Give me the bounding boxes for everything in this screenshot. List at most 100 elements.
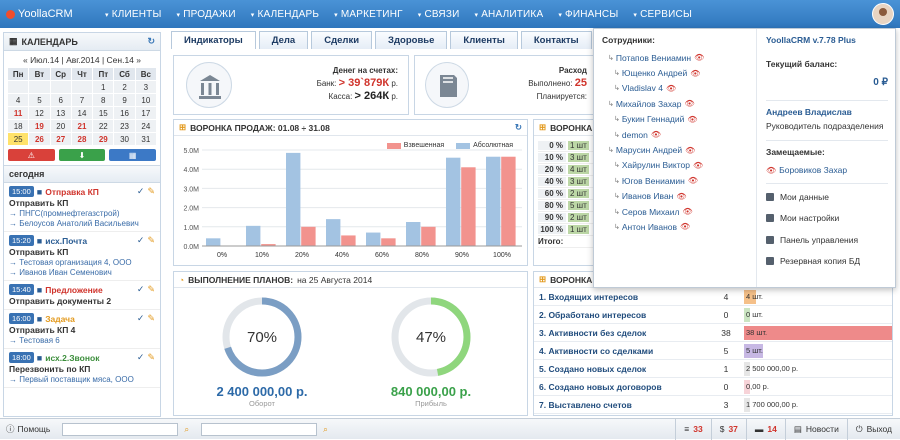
stats-row[interactable]: 1. Входящих интересов 4 4 шт. (534, 288, 892, 306)
menu-item-3[interactable]: Резервная копия БД (766, 251, 888, 273)
eye-icon[interactable]: 👁 (694, 53, 705, 63)
menu-item-0[interactable]: Мои данные (766, 186, 888, 208)
refresh-icon[interactable]: ↻ (514, 122, 522, 132)
exit-button[interactable]: ⏻ Выход (846, 418, 900, 440)
eye-icon[interactable]: 👁 (685, 145, 696, 155)
eye-icon[interactable]: 👁 (680, 222, 691, 232)
calendar-day[interactable]: 11 (8, 107, 29, 119)
stats-row[interactable]: 6. Создано новых договоров 0 0,00 р. (534, 378, 892, 396)
calendar-day[interactable]: 22 (93, 120, 114, 132)
stats-row[interactable]: 7. Выставлено счетов 3 1 700 000,00 р. (534, 396, 892, 414)
calendar-day[interactable]: 28 (71, 133, 93, 145)
eye-icon[interactable]: 👁 (687, 176, 698, 186)
eye-icon[interactable]: 👁 (687, 114, 698, 124)
calendar-day[interactable]: 4 (8, 94, 29, 106)
eye-icon[interactable]: 👁 (692, 160, 704, 170)
task-item[interactable]: 18:00 ■ исх.2.Звонок ✓ ✎ Перезвонить по КП → П… (4, 349, 160, 388)
check-icon[interactable]: ✓ (136, 284, 145, 294)
nav-item-3[interactable]: ▾ МАРКЕТИНГ (334, 8, 403, 20)
stats-row[interactable]: 4. Активности со сделками 5 5 шт. (534, 342, 892, 360)
employee-item[interactable]: ↳ Иванов Иван 👁 (614, 191, 687, 202)
calendar-day[interactable]: 7 (71, 94, 93, 106)
calendar-day[interactable]: 30 (114, 133, 135, 145)
calendar-day[interactable]: 6 (50, 94, 71, 106)
employee-item[interactable]: ↳ Михайлов Захар 👁 (608, 98, 695, 109)
calendar-day[interactable]: 21 (71, 120, 93, 132)
employee-item[interactable]: ↳ Югов Вениамин 👁 (614, 175, 698, 186)
tab-2[interactable]: Сделки (311, 31, 373, 49)
brand-logo[interactable]: YoollaCRM (0, 8, 105, 20)
eye-icon[interactable]: 👁 (682, 207, 693, 217)
calendar-day[interactable]: 12 (29, 107, 50, 119)
search-icon[interactable]: ⌕ (323, 423, 328, 434)
edit-icon[interactable]: ✎ (147, 284, 155, 294)
download-button[interactable]: ⬇ (58, 149, 106, 161)
calendar-day[interactable]: 27 (50, 133, 71, 145)
calendar-day[interactable]: 20 (50, 120, 71, 132)
nav-item-7[interactable]: ▾ СЕРВИСЫ (633, 8, 693, 20)
calendar-day[interactable]: 26 (29, 133, 50, 145)
calendar-day[interactable]: 24 (135, 120, 156, 132)
employee-item[interactable]: ↳ Vladislav 4 👁 (614, 83, 677, 94)
task-link[interactable]: → Тестовая организация 4, ООО (9, 258, 132, 267)
nav-item-4[interactable]: ▾ СВЯЗИ (417, 8, 460, 20)
calendar-day[interactable]: 13 (50, 107, 71, 119)
user-name[interactable]: Андреев Владислав (766, 100, 888, 117)
check-icon[interactable]: ✓ (136, 313, 145, 323)
calendar-month-nav[interactable]: « Июл.14 | Авг.2014 | Сен.14 » (22, 55, 141, 65)
employee-item[interactable]: ↳ Серов Михаил 👁 (614, 206, 693, 217)
calendar-day[interactable]: 14 (71, 107, 93, 119)
calendar-day[interactable]: 19 (29, 120, 50, 132)
counter-1[interactable]: ≡ 33 (675, 418, 710, 440)
nav-item-5[interactable]: ▾ АНАЛИТИКА (474, 8, 544, 20)
refresh-icon[interactable]: ↻ (147, 36, 155, 46)
search-icon[interactable]: ⌕ (184, 423, 190, 434)
counter-3[interactable]: ▬ 14 (745, 418, 785, 440)
search-input-1[interactable] (62, 422, 179, 436)
task-item[interactable]: 15:40 ■ Предложение ✓ ✎ Отправить документы 2 (4, 281, 160, 310)
nav-item-1[interactable]: ▾ ПРОДАЖИ (176, 8, 236, 20)
calendar-day[interactable]: 2 (114, 81, 135, 93)
help-button[interactable]: ⓘ Помощь (6, 424, 51, 434)
calendar-day[interactable]: 5 (29, 94, 50, 106)
task-contact[interactable]: → Иванов Иван Семенович (9, 268, 112, 277)
calendar-day[interactable]: 17 (135, 107, 156, 119)
eye-icon[interactable]: 👁 (650, 130, 662, 140)
employee-item[interactable]: ↳ demon 👁 (614, 129, 662, 140)
edit-icon[interactable]: ✎ (147, 313, 155, 323)
nav-item-0[interactable]: ▾ КЛИЕНТЫ (105, 8, 162, 20)
alert-button[interactable]: ⚠ (8, 149, 55, 161)
calendar-day[interactable]: 18 (8, 120, 29, 132)
employee-item[interactable]: ↳ Антон Иванов 👁 (614, 221, 691, 232)
calendar-day[interactable]: 15 (93, 107, 114, 119)
calendar-day[interactable]: 10 (135, 94, 156, 106)
calendar-day[interactable]: 25 (8, 133, 29, 145)
nav-item-6[interactable]: ▾ ФИНАНСЫ (558, 8, 619, 20)
tab-3[interactable]: Здоровье (375, 31, 448, 49)
eye-icon[interactable]: 👁 (676, 191, 687, 201)
eye-icon[interactable]: 👁 (684, 99, 695, 109)
employee-item[interactable]: ↳ Потапов Вениамин 👁 (608, 52, 705, 63)
task-link[interactable]: → Первый поставщик мяса, ООО (9, 375, 134, 384)
stats-row[interactable]: 2. Обработано интересов 0 0 шт. (534, 306, 892, 324)
stats-row[interactable]: 5. Создано новых сделок 1 2 500 000,00 р. (534, 360, 892, 378)
check-icon[interactable]: ✓ (136, 186, 145, 196)
calendar-button[interactable]: ▦ (109, 149, 157, 161)
check-icon[interactable]: ✓ (136, 352, 145, 362)
counter-2[interactable]: $37 (710, 418, 746, 440)
calendar-day[interactable]: 29 (93, 133, 114, 145)
menu-item-2[interactable]: Панель управления (766, 229, 888, 251)
edit-icon[interactable]: ✎ (147, 352, 155, 362)
menu-item-1[interactable]: Мои настройки (766, 208, 888, 230)
eye-icon[interactable]: 👁 (665, 83, 677, 93)
calendar-day[interactable]: 31 (135, 133, 156, 145)
calendar-day[interactable]: 9 (114, 94, 135, 106)
search-input-2[interactable] (201, 422, 318, 436)
calendar-day[interactable]: 23 (114, 120, 135, 132)
employee-item[interactable]: ↳ Хайрулин Виктор 👁 (614, 160, 704, 171)
employee-item[interactable]: ↳ Марусин Андрей 👁 (608, 145, 696, 156)
calendar-day[interactable]: 16 (114, 107, 135, 119)
tab-0[interactable]: Индикаторы (171, 31, 256, 49)
task-link[interactable]: → Тестовая 6 (9, 336, 60, 345)
tab-1[interactable]: Дела (258, 31, 309, 49)
